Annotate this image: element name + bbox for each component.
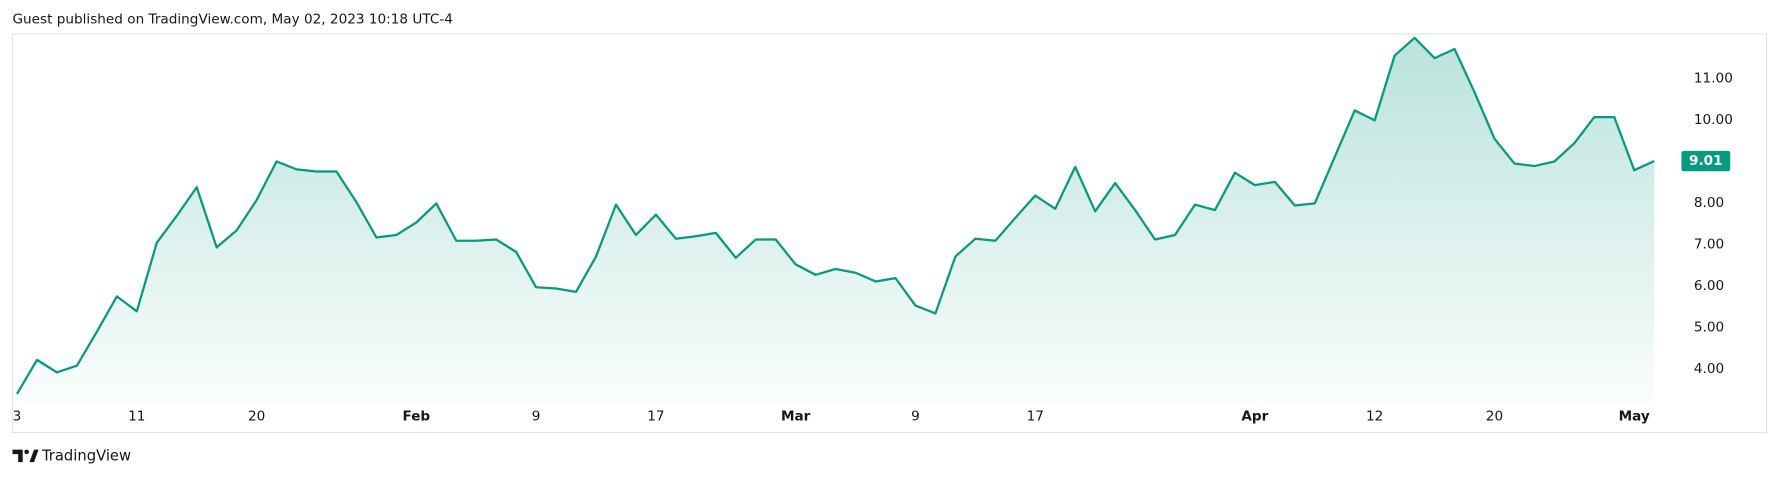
x-tick-label: 12 [1366, 409, 1383, 425]
y-tick-label: 11.00 [1694, 70, 1733, 86]
y-tick-label: 6.00 [1694, 278, 1724, 294]
footer-brand: TradingView [41, 447, 131, 464]
x-tick-label: 9 [532, 409, 541, 425]
x-tick-label: 17 [647, 409, 664, 425]
x-tick-label: Feb [402, 409, 430, 425]
x-tick-label: 20 [1486, 409, 1503, 425]
y-tick-label: 10.00 [1694, 112, 1733, 128]
y-tick-label: 4.00 [1694, 361, 1724, 377]
area-fill [17, 37, 1655, 404]
price-line [16, 36, 1655, 395]
x-tick-label: 11 [128, 409, 145, 425]
y-tick-label: 5.00 [1694, 320, 1724, 336]
y-tick-label: 7.00 [1694, 237, 1724, 253]
y-tick-label: 8.00 [1694, 195, 1724, 211]
header-text: Guest published on TradingView.com, May … [12, 11, 452, 27]
plot: 4.005.006.007.008.009.0010.0011.0031120F… [13, 36, 1733, 425]
x-tick-label: 3 [13, 409, 22, 425]
x-tick-label: Mar [781, 409, 811, 425]
x-tick-label: Apr [1241, 409, 1268, 425]
x-tick-label: 20 [248, 409, 265, 425]
last-price-label: 9.01 [1689, 153, 1723, 169]
x-tick-label: May [1619, 409, 1650, 425]
brand-logo [12, 449, 39, 463]
chart-frame [11, 33, 1768, 434]
x-tick-label: 17 [1027, 409, 1044, 425]
last-price-badge [1681, 150, 1731, 172]
x-tick-label: 9 [911, 409, 920, 425]
